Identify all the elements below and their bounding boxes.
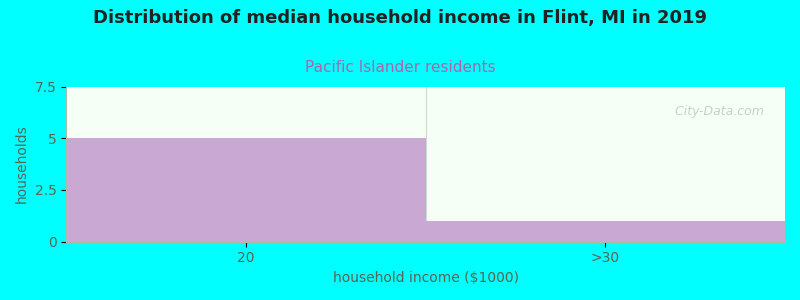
Bar [66,138,426,242]
Y-axis label: households: households [15,125,29,203]
Text: City-Data.com: City-Data.com [666,105,763,118]
Text: Distribution of median household income in Flint, MI in 2019: Distribution of median household income … [93,9,707,27]
Text: Pacific Islander residents: Pacific Islander residents [305,60,495,75]
Bar [426,221,785,242]
X-axis label: household income ($1000): household income ($1000) [333,271,518,285]
